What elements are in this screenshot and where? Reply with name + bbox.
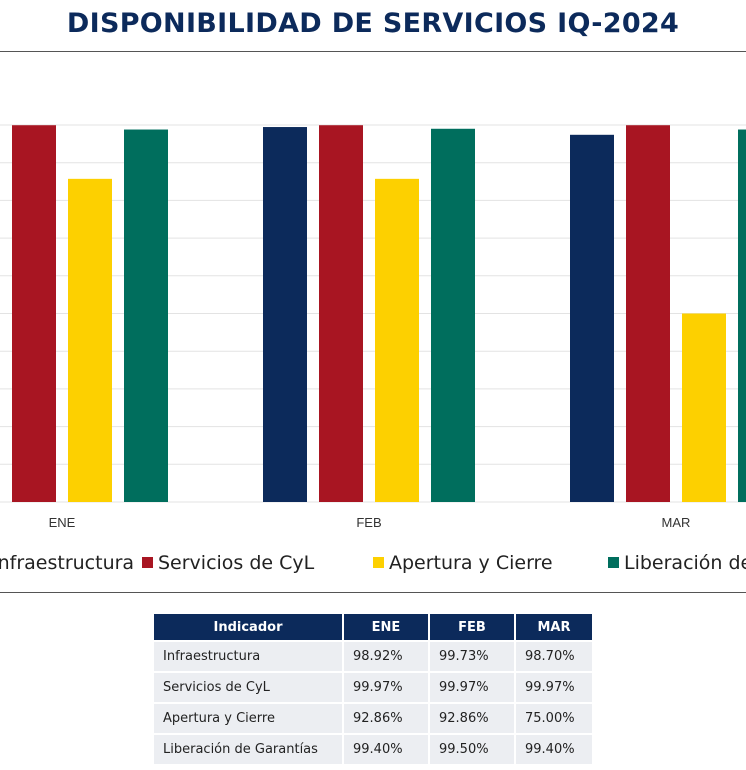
bar-chart: ENE FEB MAR Infraestructura Servicios de Cy… xyxy=(0,124,746,574)
bar-servicios-de-cyl-ene xyxy=(12,125,56,502)
legend-label: Apertura y Cierre xyxy=(389,552,553,574)
table-cell: 99.40% xyxy=(344,735,428,764)
legend-item-infraestructura: Infraestructura xyxy=(0,552,134,574)
bar-apertura-y-cierre-ene xyxy=(68,178,112,502)
top-divider xyxy=(0,51,746,52)
chart-bars xyxy=(12,125,746,503)
bar-liberacion-de-garantias-mar xyxy=(738,129,746,503)
chart-legend: Infraestructura Servicios de CyL Apertura … xyxy=(0,552,746,574)
bar-liberacion-de-garantias-feb xyxy=(431,128,475,502)
table-header-row: Indicador ENE FEB MAR xyxy=(154,614,592,640)
table-cell: 75.00% xyxy=(516,704,592,733)
table-cell: Servicios de CyL xyxy=(154,673,342,702)
table-cell: 99.73% xyxy=(430,642,514,671)
availability-table: Indicador ENE FEB MAR Infraestructura 98… xyxy=(152,612,594,766)
table-cell: 92.86% xyxy=(344,704,428,733)
bar-apertura-y-cierre-mar xyxy=(682,313,726,502)
legend-label: Servicios de CyL xyxy=(158,552,315,574)
table-row: Servicios de CyL 99.97% 99.97% 99.97% xyxy=(154,673,592,702)
table-cell: 99.40% xyxy=(516,735,592,764)
table-cell: 92.86% xyxy=(430,704,514,733)
x-tick-label-mar: MAR xyxy=(662,515,691,530)
legend-swatch xyxy=(608,557,619,568)
legend-item-liberacion-de-garantias: Liberación de Garantías xyxy=(608,552,746,574)
bar-servicios-de-cyl-feb xyxy=(319,125,363,502)
table-cell: 99.97% xyxy=(430,673,514,702)
bar-liberacion-de-garantias-ene xyxy=(124,129,168,503)
table-cell: 99.97% xyxy=(344,673,428,702)
legend-swatch xyxy=(373,557,384,568)
legend-label: Infraestructura xyxy=(0,552,134,574)
table-row: Infraestructura 98.92% 99.73% 98.70% xyxy=(154,642,592,671)
bar-apertura-y-cierre-feb xyxy=(375,178,419,502)
table-cell: Liberación de Garantías xyxy=(154,735,342,764)
table-cell: Infraestructura xyxy=(154,642,342,671)
x-tick-label-ene: ENE xyxy=(49,515,76,530)
table-row: Apertura y Cierre 92.86% 92.86% 75.00% xyxy=(154,704,592,733)
table-cell: 99.97% xyxy=(516,673,592,702)
x-axis-tick-labels: ENE FEB MAR xyxy=(49,515,691,530)
legend-item-servicios-de-cyl: Servicios de CyL xyxy=(142,552,315,574)
bottom-divider xyxy=(0,592,746,593)
table-cell: Apertura y Cierre xyxy=(154,704,342,733)
table-header-feb: FEB xyxy=(430,614,514,640)
table-header-mar: MAR xyxy=(516,614,592,640)
legend-item-apertura-y-cierre: Apertura y Cierre xyxy=(373,552,553,574)
page-title: DISPONIBILIDAD DE SERVICIOS IQ-2024 xyxy=(66,8,680,39)
table-row: Liberación de Garantías 99.40% 99.50% 99… xyxy=(154,735,592,764)
bar-infraestructura-mar xyxy=(570,134,614,502)
x-tick-label-feb: FEB xyxy=(356,515,381,530)
table-cell: 98.70% xyxy=(516,642,592,671)
bar-infraestructura-feb xyxy=(263,127,307,502)
table-header-indicador: Indicador xyxy=(154,614,342,640)
legend-swatch xyxy=(142,557,153,568)
table-cell: 98.92% xyxy=(344,642,428,671)
bar-servicios-de-cyl-mar xyxy=(626,125,670,502)
table-header-ene: ENE xyxy=(344,614,428,640)
legend-label: Liberación de Garantías xyxy=(624,552,746,574)
table-cell: 99.50% xyxy=(430,735,514,764)
